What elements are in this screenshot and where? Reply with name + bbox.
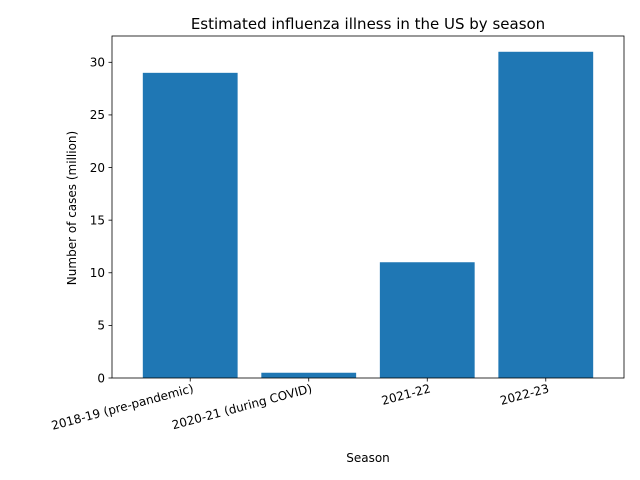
y-tick-label: 0 xyxy=(97,371,105,385)
y-tick-label: 20 xyxy=(90,161,105,175)
bar-1 xyxy=(142,72,238,378)
axes-frame xyxy=(111,35,625,379)
bar-4 xyxy=(498,51,594,378)
bar-3 xyxy=(379,262,475,378)
y-axis-label: Number of cases (million) xyxy=(65,131,79,285)
y-tick-label: 30 xyxy=(90,56,105,70)
x-axis-label: Season xyxy=(346,451,390,465)
y-tick-label: 5 xyxy=(97,319,105,333)
y-tick-label: 25 xyxy=(90,108,105,122)
bar-2 xyxy=(261,372,357,378)
x-tick-label: 2021-22 xyxy=(380,381,432,408)
y-tick-label: 10 xyxy=(90,266,105,280)
x-tick-label: 2022-23 xyxy=(499,381,551,408)
chart-title: Estimated influenza illness in the US by… xyxy=(191,15,545,33)
y-tick-label: 15 xyxy=(90,213,105,227)
